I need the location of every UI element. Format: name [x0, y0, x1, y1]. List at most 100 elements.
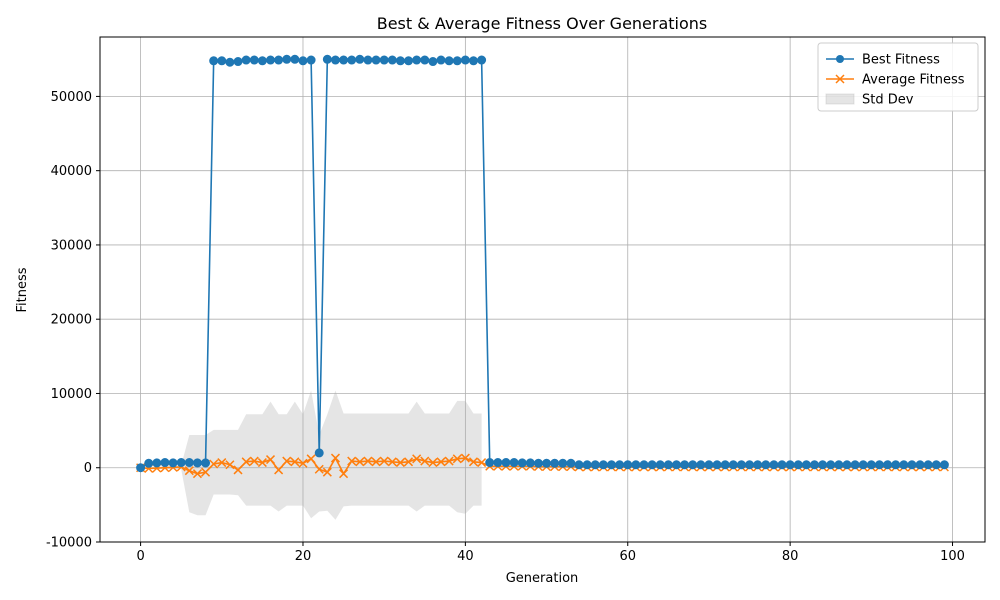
best-fitness-point — [412, 55, 422, 65]
best-fitness-point — [858, 460, 868, 470]
best-fitness-point — [769, 460, 779, 470]
best-fitness-point — [842, 460, 852, 470]
best-fitness-point — [712, 460, 722, 470]
best-fitness-point — [907, 460, 917, 470]
best-fitness-point — [720, 460, 730, 470]
average-fitness-point — [379, 456, 389, 466]
best-fitness-point — [404, 56, 414, 66]
best-fitness-point — [290, 54, 300, 64]
average-fitness-point — [192, 469, 202, 479]
best-fitness-point — [525, 458, 535, 468]
best-fitness-point — [590, 460, 600, 470]
best-fitness-point — [306, 55, 316, 65]
average-fitness-point — [371, 457, 381, 467]
best-fitness-point — [225, 57, 235, 67]
best-fitness-point — [834, 460, 844, 470]
best-fitness-point — [736, 460, 746, 470]
best-fitness-point — [420, 55, 430, 65]
best-fitness-point — [452, 56, 462, 66]
best-fitness-point — [233, 57, 243, 67]
std-dev-band — [140, 390, 482, 520]
best-fitness-point — [517, 458, 527, 468]
series-layer — [136, 54, 949, 479]
best-fitness-point — [201, 458, 211, 468]
average-fitness-point — [363, 456, 373, 466]
best-fitness-point — [785, 460, 795, 470]
best-fitness-point — [550, 458, 560, 468]
best-fitness-point — [891, 460, 901, 470]
legend-box — [817, 42, 979, 112]
best-fitness-point — [493, 458, 503, 468]
average-fitness-line — [140, 456, 945, 476]
best-fitness-point — [704, 460, 714, 470]
best-fitness-point — [282, 54, 292, 64]
best-fitness-point — [460, 55, 470, 65]
average-fitness-point — [184, 466, 194, 476]
best-fitness-point — [152, 458, 162, 468]
best-fitness-point — [355, 54, 365, 64]
best-fitness-point — [931, 460, 941, 470]
best-fitness-point — [436, 55, 446, 65]
y-axis-label: Fitness — [15, 267, 30, 312]
best-fitness-point — [623, 460, 633, 470]
average-fitness-point — [282, 456, 292, 466]
best-fitness-point — [883, 460, 893, 470]
best-fitness-point — [818, 460, 828, 470]
best-fitness-point — [192, 458, 202, 468]
best-fitness-point — [217, 56, 227, 66]
best-fitness-point — [939, 460, 949, 470]
best-fitness-point — [874, 460, 884, 470]
legend-label: Best Fitness — [862, 53, 940, 68]
average-fitness-point — [395, 458, 405, 468]
best-fitness-series — [136, 54, 949, 473]
legend-entry: Average Fitness — [826, 73, 965, 88]
best-fitness-point — [257, 56, 267, 66]
best-fitness-point — [468, 56, 478, 66]
plot-frame — [99, 36, 986, 543]
best-fitness-point — [671, 460, 681, 470]
best-fitness-point — [777, 460, 787, 470]
best-fitness-point — [144, 458, 154, 468]
best-fitness-point — [558, 458, 568, 468]
x-tick-label: 80 — [782, 549, 799, 564]
best-fitness-point — [339, 55, 349, 65]
best-fitness-point — [680, 460, 690, 470]
legend-label: Std Dev — [862, 93, 914, 108]
best-fitness-point — [866, 460, 876, 470]
x-axis-label: Generation — [506, 571, 579, 586]
y-tick-label: 20000 — [51, 313, 92, 328]
best-fitness-point — [899, 460, 909, 470]
y-tick-label: 40000 — [51, 164, 92, 179]
average-fitness-point — [460, 453, 470, 463]
average-fitness-point — [249, 456, 259, 466]
best-fitness-point — [615, 460, 625, 470]
best-fitness-point — [395, 56, 405, 66]
x-tick-label: 100 — [940, 549, 965, 564]
best-fitness-point — [322, 54, 332, 64]
best-fitness-point — [209, 56, 219, 66]
average-fitness-point — [330, 453, 340, 463]
best-fitness-point — [639, 460, 649, 470]
average-fitness-point — [217, 458, 227, 468]
best-fitness-point — [688, 460, 698, 470]
best-fitness-point — [915, 460, 925, 470]
best-fitness-point — [176, 458, 186, 468]
x-tick-label: 20 — [295, 549, 312, 564]
best-fitness-point — [477, 55, 487, 65]
average-fitness-point — [452, 454, 462, 464]
best-fitness-point — [607, 460, 617, 470]
y-tick-label: 50000 — [51, 90, 92, 105]
average-fitness-point — [347, 456, 357, 466]
best-fitness-point — [444, 56, 454, 66]
axis-ticks: 0 20 40 60 80 100 -10000 0 10000 20000 30000 40000 5… — [46, 90, 965, 564]
average-fitness-point — [257, 458, 267, 468]
average-fitness-point — [290, 457, 300, 467]
best-fitness-point — [363, 55, 373, 65]
average-fitness-point — [477, 458, 487, 468]
average-fitness-point — [201, 467, 211, 477]
legend-entry: Best Fitness — [826, 53, 940, 68]
best-fitness-point — [793, 460, 803, 470]
best-fitness-point — [631, 460, 641, 470]
best-fitness-point — [655, 460, 665, 470]
